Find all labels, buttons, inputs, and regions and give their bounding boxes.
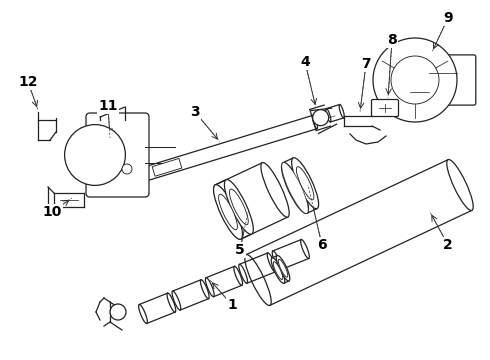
FancyBboxPatch shape	[371, 99, 398, 117]
Ellipse shape	[219, 194, 237, 230]
Ellipse shape	[205, 278, 214, 297]
Ellipse shape	[172, 291, 181, 310]
Ellipse shape	[224, 180, 253, 234]
Ellipse shape	[271, 258, 285, 283]
Ellipse shape	[276, 256, 290, 281]
Bar	[152, 158, 182, 176]
Ellipse shape	[286, 171, 304, 204]
Ellipse shape	[214, 185, 243, 239]
Ellipse shape	[200, 280, 209, 299]
Ellipse shape	[229, 189, 248, 225]
Circle shape	[110, 304, 126, 320]
Circle shape	[391, 56, 439, 104]
Text: 11: 11	[98, 99, 118, 113]
Circle shape	[373, 38, 457, 122]
Ellipse shape	[301, 239, 309, 258]
Text: 10: 10	[42, 205, 62, 219]
Ellipse shape	[313, 115, 318, 129]
Ellipse shape	[267, 253, 276, 272]
Ellipse shape	[282, 162, 308, 213]
Ellipse shape	[272, 251, 281, 270]
Ellipse shape	[278, 259, 288, 277]
Ellipse shape	[292, 158, 319, 209]
Text: 2: 2	[443, 238, 453, 252]
Text: 4: 4	[300, 55, 310, 69]
Ellipse shape	[326, 109, 331, 122]
Circle shape	[122, 164, 132, 174]
Circle shape	[313, 110, 329, 126]
Ellipse shape	[239, 264, 247, 283]
Ellipse shape	[296, 167, 314, 200]
Ellipse shape	[214, 185, 242, 239]
Text: 3: 3	[190, 105, 200, 119]
Ellipse shape	[339, 104, 344, 118]
Ellipse shape	[273, 262, 283, 279]
Text: 1: 1	[227, 298, 237, 312]
Ellipse shape	[245, 255, 271, 306]
Ellipse shape	[261, 163, 289, 217]
Text: 7: 7	[361, 57, 371, 71]
Text: 6: 6	[317, 238, 327, 252]
Ellipse shape	[139, 305, 147, 324]
Text: 12: 12	[18, 75, 38, 89]
Ellipse shape	[447, 159, 473, 211]
Text: 5: 5	[235, 243, 245, 257]
Text: 9: 9	[443, 11, 453, 25]
Ellipse shape	[281, 162, 309, 213]
FancyBboxPatch shape	[438, 55, 476, 105]
Ellipse shape	[234, 266, 243, 285]
Text: 8: 8	[387, 33, 397, 47]
Circle shape	[65, 125, 125, 185]
Ellipse shape	[140, 168, 145, 182]
FancyBboxPatch shape	[86, 113, 149, 197]
Ellipse shape	[167, 293, 176, 312]
